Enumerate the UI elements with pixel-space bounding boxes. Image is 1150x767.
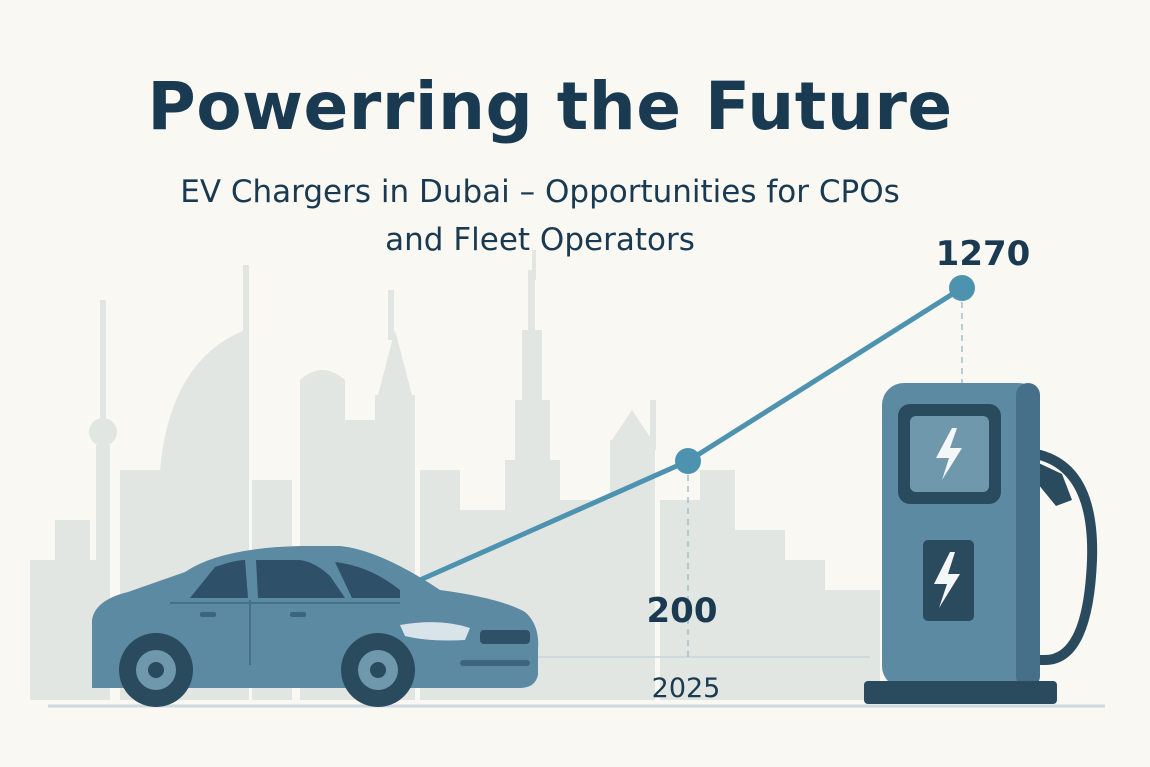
subtitle-line-2: and Fleet Operators	[385, 222, 695, 258]
start-year-label: 2025	[652, 673, 721, 704]
car-icon	[92, 546, 539, 707]
charging-station-icon	[864, 383, 1098, 704]
lightning-bolt-icon-lower	[934, 552, 960, 608]
page-title: Powerring the Future	[147, 68, 953, 145]
end-value-label: 1270	[936, 234, 1031, 274]
data-point-start	[675, 448, 701, 474]
start-value-label: 200	[647, 591, 718, 631]
lightning-bolt-icon	[936, 428, 962, 480]
subtitle-line-1: EV Chargers in Dubai – Opportunities for…	[180, 174, 900, 210]
page-subtitle: EV Chargers in Dubai – Opportunities for…	[60, 168, 1020, 264]
data-point-end	[949, 275, 975, 301]
